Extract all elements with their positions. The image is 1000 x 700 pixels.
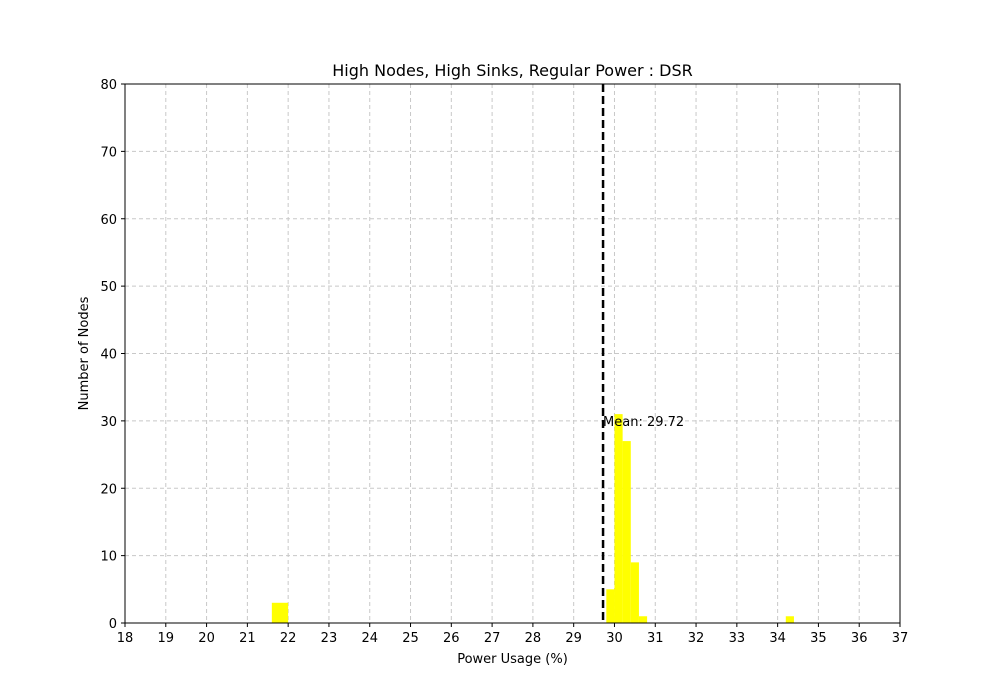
histogram-bar [785,616,794,623]
x-tick-label: 32 [688,631,705,646]
histogram-bar [280,602,289,623]
mean-annotation: Mean: 29.72 [603,415,684,430]
x-tick-label: 34 [769,631,786,646]
x-tick-label: 18 [117,631,134,646]
y-tick-label: 10 [100,550,117,565]
x-tick-label: 26 [443,631,460,646]
y-tick-label: 30 [100,415,117,430]
x-tick-label: 33 [729,631,746,646]
x-tick-label: 30 [606,631,623,646]
histogram-bar [606,589,615,623]
y-tick-label: 0 [109,617,117,632]
chart-title: High Nodes, High Sinks, Regular Power : … [332,61,692,80]
y-tick-label: 40 [100,348,117,363]
x-tick-label: 28 [525,631,542,646]
x-tick-label: 37 [892,631,909,646]
histogram-bar [271,602,280,623]
x-tick-label: 24 [361,631,378,646]
x-tick-label: 25 [402,631,419,646]
y-tick-label: 60 [100,213,117,228]
histogram-bars [271,414,794,623]
y-tick-label: 70 [100,145,117,160]
x-tick-label: 27 [484,631,501,646]
histogram-bar [638,616,648,623]
y-tick-label: 20 [100,482,117,497]
histogram-bar [622,441,631,623]
x-axis-label: Power Usage (%) [457,652,568,667]
y-axis-label: Number of Nodes [77,296,92,410]
x-tick-label: 31 [647,631,664,646]
x-tick-label: 21 [239,631,256,646]
y-tick-label: 80 [100,78,117,93]
x-tick-label: 19 [158,631,175,646]
y-axis-ticks: 0 10 20 30 40 50 60 70 80 [100,78,125,632]
x-tick-label: 29 [565,631,582,646]
histogram-bar [630,562,639,623]
x-tick-label: 20 [198,631,215,646]
histogram-bar [614,414,623,623]
grid-lines [124,83,901,624]
x-axis-ticks: 18 19 20 21 22 23 24 25 26 27 28 29 30 31 32 33 34 35 36 37 [117,623,909,646]
x-tick-label: 22 [280,631,297,646]
y-tick-label: 50 [100,280,117,295]
x-tick-label: 23 [321,631,338,646]
x-tick-label: 36 [851,631,868,646]
x-tick-label: 35 [810,631,827,646]
